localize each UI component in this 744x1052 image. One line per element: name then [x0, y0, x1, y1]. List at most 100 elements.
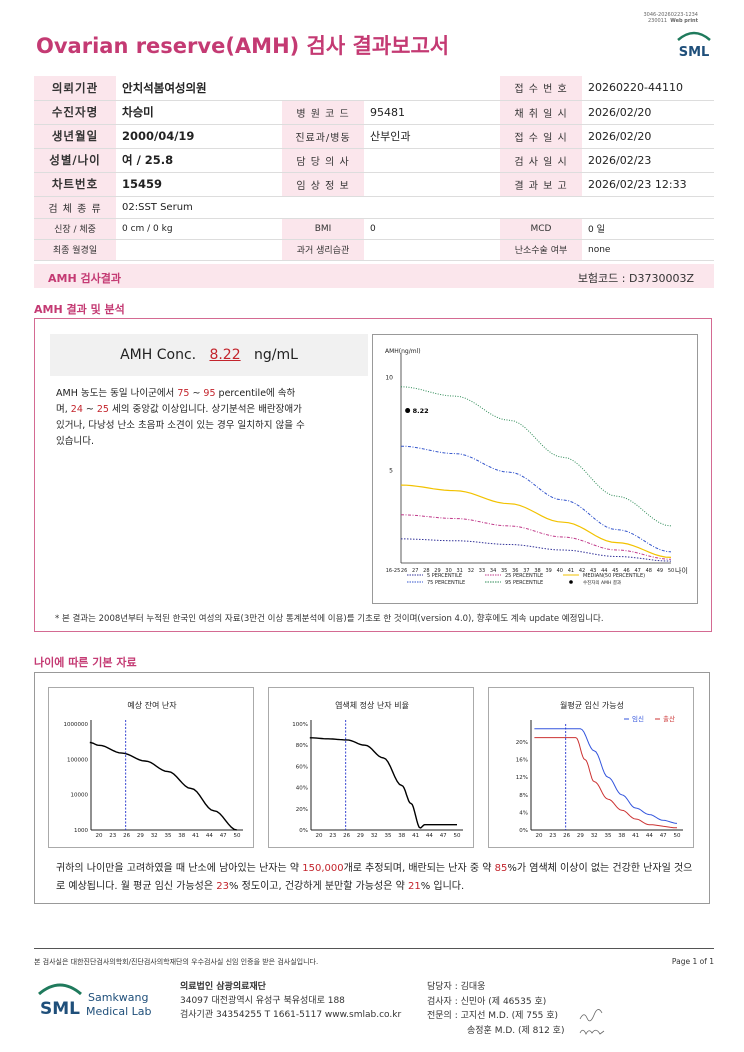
x-tick-label: 26: [343, 833, 350, 839]
normal-egg-ratio-chart: 염색체 정상 난자 비율 20 23 26 29 32 35 38 41 44 47 50 0% 20% 4…: [292, 700, 463, 839]
y-tick-label: 0%: [519, 828, 528, 834]
basic-section-title: 나이에 따른 기본 자료: [34, 656, 137, 669]
series-line: [400, 514, 672, 560]
y-tick-label: 10000: [71, 793, 89, 799]
x-tick-label: 38: [618, 833, 625, 839]
svg-text:Medical Lab: Medical Lab: [86, 1005, 152, 1018]
amh-value: 8.22: [209, 347, 241, 363]
insurance-code: 보험코드 : D3730003Z: [577, 272, 694, 285]
x-tick-label: 28: [423, 568, 429, 574]
samkwang-logo: SML Samkwang Medical Lab: [36, 978, 166, 1026]
chart-title: 월평균 임신 가능성: [560, 700, 624, 710]
svg-text:Samkwang: Samkwang: [88, 991, 149, 1004]
x-tick-label: 44: [426, 833, 433, 839]
analysis-note: * 본 결과는 2008년부터 누적된 한국인 여성의 자료(3만건 이상 통계…: [55, 614, 604, 624]
x-tick-label: 23: [109, 833, 116, 839]
x-tick-label: 35: [605, 833, 612, 839]
x-tick-label: 26: [123, 833, 130, 839]
x-tick-label: 32: [151, 833, 158, 839]
series-line: [309, 737, 457, 829]
series-line: [400, 484, 672, 558]
x-tick-label: 45: [612, 568, 618, 574]
info-row: 검 체 종 류 02:SST Serum: [34, 196, 714, 219]
series-line: [534, 737, 678, 829]
info-row: 차트번호 15459 임 상 정 보 결 과 보 고 2026/02/23 12…: [34, 172, 714, 197]
x-tick-label: 47: [660, 833, 667, 839]
y-tick-label: 16%: [516, 758, 528, 764]
pregnancy-chance-chart: 월평균 임신 가능성 20 23 26 29 32 35 38 41 44 47 50 0% 4% 8% 12…: [516, 700, 683, 839]
amh-percentile-chart-box: AMH(ng/ml) 5 10 16-25 26 27 28 29 30 31 32 33 34 35 36…: [372, 334, 698, 604]
x-tick-label: 44: [601, 568, 607, 574]
x-tick-label: 38: [534, 568, 540, 574]
info-row: 의뢰기관 안치석봄여성의원 접 수 번 호 20260220-44110: [34, 76, 714, 101]
patient-info-table: 의뢰기관 안치석봄여성의원 접 수 번 호 20260220-44110 수진자…: [34, 76, 714, 261]
x-tick-label: 44: [646, 833, 653, 839]
series-line: [400, 445, 672, 553]
y-tick-label: 100%: [292, 722, 308, 728]
x-tick-label: 41: [192, 833, 199, 839]
legend-label: 출산: [663, 714, 675, 723]
x-tick-label: 20: [536, 833, 543, 839]
legend-label: 25 PERCENTILE: [505, 573, 543, 579]
x-tick-label: 20: [96, 833, 103, 839]
x-tick-label: 41: [568, 568, 574, 574]
y-tick-label: 1000000: [64, 722, 89, 728]
legend-label: 95 PERCENTILE: [505, 580, 543, 586]
y-axis-label: AMH(ng/ml): [385, 348, 421, 355]
info-row: 최종 월경일 과거 생리습관 난소수술 여부 none: [34, 239, 714, 261]
legend-label: MEDIAN(50 PERCENTILE): [583, 573, 645, 579]
x-tick-label: 41: [412, 833, 419, 839]
y-tick-label: 10: [385, 375, 393, 382]
y-tick-label: 80%: [296, 743, 308, 749]
x-tick-label: 47: [634, 568, 640, 574]
x-tick-label: 34: [490, 568, 496, 574]
y-tick-label: 1000: [74, 828, 88, 834]
x-tick-label: 36: [512, 568, 518, 574]
y-tick-label: 60%: [296, 764, 308, 770]
x-tick-label: 48: [646, 568, 652, 574]
x-tick-label: 43: [590, 568, 596, 574]
svg-text:SML: SML: [40, 999, 80, 1019]
series-line: [400, 386, 672, 527]
x-tick-label: 32: [591, 833, 598, 839]
patient-marker-label: 8.22: [413, 407, 429, 415]
x-tick-label: 35: [501, 568, 507, 574]
amh-percentile-chart: AMH(ng/ml) 5 10 16-25 26 27 28 29 30 31 32 33 34 35 36…: [385, 348, 688, 586]
x-tick-label: 23: [549, 833, 556, 839]
x-tick-label: 39: [545, 568, 551, 574]
x-tick-label: 47: [220, 833, 227, 839]
pregnancy-chance-chart-box: 월평균 임신 가능성 20 23 26 29 32 35 38 41 44 47 50 0% 4% 8% 12…: [488, 687, 694, 848]
x-tick-label: 29: [434, 568, 440, 574]
info-row: 수진자명 차승미 병 원 코 드 95481 채 취 일 시 2026/02/2…: [34, 100, 714, 125]
y-tick-label: 20%: [296, 807, 308, 813]
remaining-eggs-chart: 예상 잔여 난자 20 23 26 29 32 35 38 41 44 47 50 1000 10000 1…: [64, 700, 243, 839]
amh-result-bar: AMH 검사결과 보험코드 : D3730003Z: [34, 264, 714, 288]
y-tick-label: 40%: [296, 786, 308, 792]
svg-text:SML: SML: [679, 45, 710, 60]
x-tick-label: 33: [479, 568, 485, 574]
y-tick-label: 0%: [299, 828, 308, 834]
x-tick-label: 27: [412, 568, 418, 574]
x-tick-label: 29: [137, 833, 144, 839]
remaining-eggs-chart-box: 예상 잔여 난자 20 23 26 29 32 35 38 41 44 47 50 1000 10000 1…: [48, 687, 254, 848]
x-tick-label: 38: [398, 833, 405, 839]
y-tick-label: 8%: [519, 793, 528, 799]
analysis-box: [34, 318, 712, 632]
footer-divider: [34, 948, 714, 949]
legend-marker-swatch: [569, 580, 573, 584]
legend-label: 임신: [632, 714, 644, 723]
x-tick-label: 50: [674, 833, 681, 839]
x-tick-label: 26: [401, 568, 407, 574]
x-axis-label: 나이: [675, 566, 688, 575]
x-tick-label: 49: [657, 568, 663, 574]
x-tick-label: 40: [557, 568, 563, 574]
series-line: [89, 741, 238, 831]
basic-summary: 귀하의 나이만을 고려하였을 때 난소에 남아있는 난자는 약 150,000개…: [56, 863, 693, 892]
series-line: [401, 538, 672, 562]
info-row: 신장 / 체중 0 cm / 0 kg BMI 0 MCD 0 일: [34, 218, 714, 240]
x-tick-label: 30: [445, 568, 451, 574]
report-code: 3046-20260223-1234 230011 Web print: [643, 12, 698, 24]
x-tick-label: 16-25: [386, 568, 401, 574]
y-tick-label: 12%: [516, 775, 528, 781]
x-tick-label: 44: [206, 833, 213, 839]
